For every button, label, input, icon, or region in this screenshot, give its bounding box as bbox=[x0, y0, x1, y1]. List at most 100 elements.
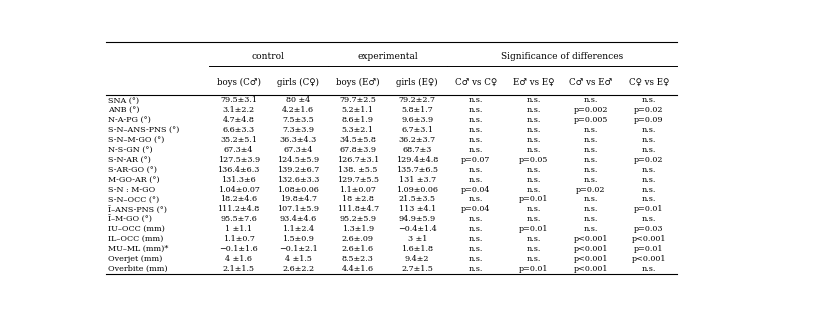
Text: 5.3±2.1: 5.3±2.1 bbox=[342, 126, 373, 134]
Text: n.s.: n.s. bbox=[584, 205, 598, 213]
Text: 18.2±4.6: 18.2±4.6 bbox=[220, 195, 257, 203]
Text: n.s.: n.s. bbox=[468, 195, 483, 203]
Text: n.s.: n.s. bbox=[526, 205, 541, 213]
Text: MU–ML (mm)*: MU–ML (mm)* bbox=[107, 245, 169, 253]
Text: 36.2±3.7: 36.2±3.7 bbox=[399, 136, 436, 144]
Text: 4 ±1.5: 4 ±1.5 bbox=[285, 255, 311, 263]
Text: S-N–ANS-PNS (°): S-N–ANS-PNS (°) bbox=[107, 126, 179, 134]
Text: 127.5±3.9: 127.5±3.9 bbox=[217, 156, 259, 164]
Text: S-AR-GO (°): S-AR-GO (°) bbox=[107, 166, 157, 174]
Text: 136.4±6.3: 136.4±6.3 bbox=[217, 166, 260, 174]
Text: 6.6±3.3: 6.6±3.3 bbox=[222, 126, 254, 134]
Text: 79.7±2.5: 79.7±2.5 bbox=[339, 96, 376, 104]
Text: p<0.001: p<0.001 bbox=[574, 255, 608, 263]
Text: C♀ vs E♀: C♀ vs E♀ bbox=[629, 78, 669, 87]
Text: n.s.: n.s. bbox=[642, 265, 656, 273]
Text: S-N–OCC (°): S-N–OCC (°) bbox=[107, 195, 159, 203]
Text: 7.3±3.9: 7.3±3.9 bbox=[282, 126, 314, 134]
Text: n.s.: n.s. bbox=[526, 255, 541, 263]
Text: 9.6±3.9: 9.6±3.9 bbox=[401, 116, 434, 124]
Text: p=0.01: p=0.01 bbox=[634, 205, 663, 213]
Text: n.s.: n.s. bbox=[526, 235, 541, 243]
Text: SNA (°): SNA (°) bbox=[107, 96, 139, 104]
Text: p<0.001: p<0.001 bbox=[574, 265, 608, 273]
Text: 1.1±0.7: 1.1±0.7 bbox=[223, 235, 254, 243]
Text: n.s.: n.s. bbox=[526, 136, 541, 144]
Text: n.s.: n.s. bbox=[468, 116, 483, 124]
Text: 111.2±4.8: 111.2±4.8 bbox=[217, 205, 259, 213]
Text: n.s.: n.s. bbox=[526, 245, 541, 253]
Text: n.s.: n.s. bbox=[584, 136, 598, 144]
Text: 35.2±5.1: 35.2±5.1 bbox=[221, 136, 257, 144]
Text: n.s.: n.s. bbox=[584, 96, 598, 104]
Text: 1.3±1.9: 1.3±1.9 bbox=[342, 225, 374, 233]
Text: n.s.: n.s. bbox=[584, 215, 598, 223]
Text: E♂ vs E♀: E♂ vs E♀ bbox=[513, 78, 554, 87]
Text: n.s.: n.s. bbox=[526, 215, 541, 223]
Text: Ī–ANS-PNS (°): Ī–ANS-PNS (°) bbox=[107, 205, 167, 213]
Text: n.s.: n.s. bbox=[642, 166, 656, 174]
Text: Significance of differences: Significance of differences bbox=[501, 52, 624, 61]
Text: C♂ vs C♀: C♂ vs C♀ bbox=[455, 78, 497, 87]
Text: S-N : M-GO: S-N : M-GO bbox=[107, 186, 155, 193]
Text: p=0.04: p=0.04 bbox=[461, 205, 491, 213]
Text: p=0.02: p=0.02 bbox=[634, 106, 663, 114]
Text: p=0.03: p=0.03 bbox=[634, 225, 663, 233]
Text: S-N-AR (°): S-N-AR (°) bbox=[107, 156, 150, 164]
Text: 124.5±5.9: 124.5±5.9 bbox=[277, 156, 319, 164]
Text: 79.2±2.7: 79.2±2.7 bbox=[399, 96, 436, 104]
Text: 111.8±4.7: 111.8±4.7 bbox=[337, 205, 379, 213]
Text: N-A-PG (°): N-A-PG (°) bbox=[107, 116, 150, 124]
Text: 36.3±4.3: 36.3±4.3 bbox=[279, 136, 317, 144]
Text: boys (E♂): boys (E♂) bbox=[336, 78, 379, 87]
Text: 107.1±5.9: 107.1±5.9 bbox=[278, 205, 319, 213]
Text: p=0.005: p=0.005 bbox=[574, 116, 608, 124]
Text: girls (C♀): girls (C♀) bbox=[278, 78, 319, 87]
Text: 34.5±5.8: 34.5±5.8 bbox=[339, 136, 376, 144]
Text: n.s.: n.s. bbox=[642, 186, 656, 193]
Text: IL–OCC (mm): IL–OCC (mm) bbox=[107, 235, 163, 243]
Text: n.s.: n.s. bbox=[468, 136, 483, 144]
Text: 4.7±4.8: 4.7±4.8 bbox=[223, 116, 254, 124]
Text: n.s.: n.s. bbox=[642, 195, 656, 203]
Text: p<0.001: p<0.001 bbox=[631, 255, 666, 263]
Text: 94.9±5.9: 94.9±5.9 bbox=[399, 215, 436, 223]
Text: p=0.01: p=0.01 bbox=[634, 245, 663, 253]
Text: 68.7±3: 68.7±3 bbox=[402, 146, 432, 154]
Text: n.s.: n.s. bbox=[642, 176, 656, 184]
Text: n.s.: n.s. bbox=[526, 116, 541, 124]
Text: n.s.: n.s. bbox=[642, 215, 656, 223]
Text: 67.3±4: 67.3±4 bbox=[224, 146, 254, 154]
Text: n.s.: n.s. bbox=[584, 166, 598, 174]
Text: n.s.: n.s. bbox=[468, 225, 483, 233]
Text: 2.6±1.6: 2.6±1.6 bbox=[342, 245, 374, 253]
Text: n.s.: n.s. bbox=[584, 146, 598, 154]
Text: C♂ vs E♂: C♂ vs E♂ bbox=[569, 78, 613, 87]
Text: n.s.: n.s. bbox=[468, 245, 483, 253]
Text: 1.6±1.8: 1.6±1.8 bbox=[401, 245, 434, 253]
Text: 5.2±1.1: 5.2±1.1 bbox=[342, 106, 373, 114]
Text: 129.7±5.5: 129.7±5.5 bbox=[337, 176, 378, 184]
Text: 1.04±0.07: 1.04±0.07 bbox=[218, 186, 259, 193]
Text: n.s.: n.s. bbox=[584, 176, 598, 184]
Text: p=0.05: p=0.05 bbox=[519, 156, 548, 164]
Text: 8.6±1.9: 8.6±1.9 bbox=[342, 116, 373, 124]
Text: n.s.: n.s. bbox=[584, 225, 598, 233]
Text: 1.08±0.06: 1.08±0.06 bbox=[278, 186, 319, 193]
Text: n.s.: n.s. bbox=[584, 195, 598, 203]
Text: 7.5±3.5: 7.5±3.5 bbox=[282, 116, 314, 124]
Text: p=0.02: p=0.02 bbox=[634, 156, 663, 164]
Text: n.s.: n.s. bbox=[526, 106, 541, 114]
Text: Overjet (mm): Overjet (mm) bbox=[107, 255, 162, 263]
Text: n.s.: n.s. bbox=[468, 126, 483, 134]
Text: n.s.: n.s. bbox=[526, 166, 541, 174]
Text: p=0.04: p=0.04 bbox=[461, 186, 491, 193]
Text: n.s.: n.s. bbox=[468, 265, 483, 273]
Text: n.s.: n.s. bbox=[526, 176, 541, 184]
Text: n.s.: n.s. bbox=[642, 126, 656, 134]
Text: Ī–M-GO (°): Ī–M-GO (°) bbox=[107, 215, 152, 223]
Text: 129.4±4.8: 129.4±4.8 bbox=[396, 156, 439, 164]
Text: n.s.: n.s. bbox=[468, 255, 483, 263]
Text: IU–OCC (mm): IU–OCC (mm) bbox=[107, 225, 164, 233]
Text: p<0.001: p<0.001 bbox=[574, 245, 608, 253]
